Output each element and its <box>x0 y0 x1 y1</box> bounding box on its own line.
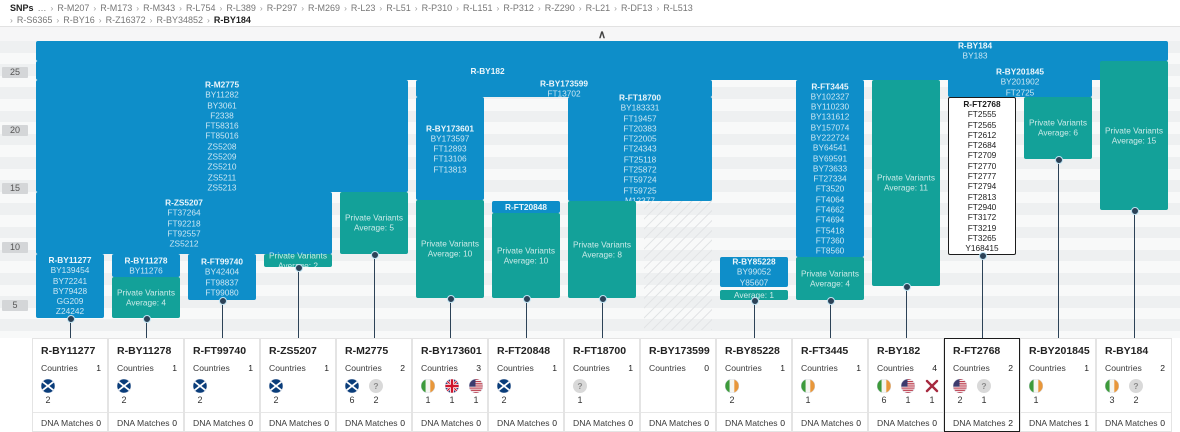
svg-text:?: ? <box>981 381 986 391</box>
svg-text:?: ? <box>373 381 378 391</box>
svg-text:?: ? <box>1133 381 1138 391</box>
svg-text:?: ? <box>577 381 582 391</box>
